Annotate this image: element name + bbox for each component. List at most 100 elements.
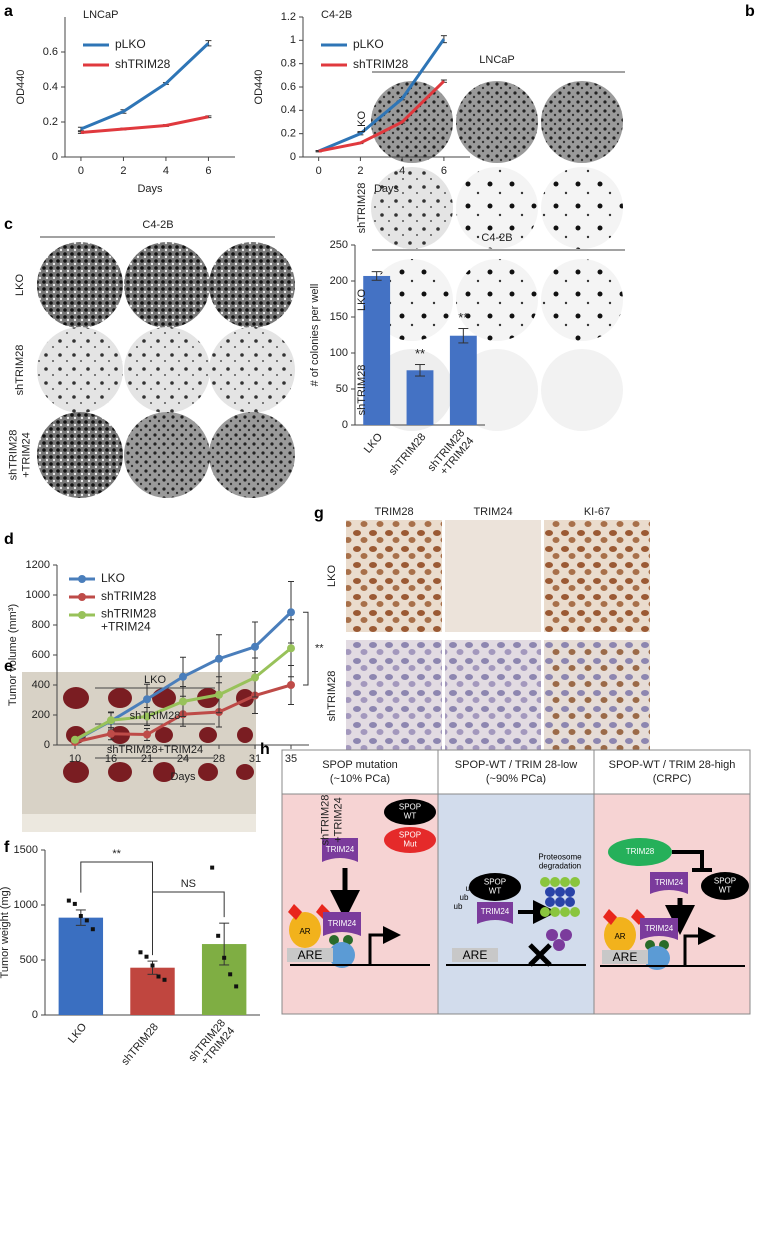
- y-tick-label: 600: [32, 649, 50, 661]
- chart-title: C4-2B: [321, 9, 352, 21]
- series-line: [80, 115, 209, 134]
- diagram-label: ub: [466, 884, 475, 893]
- y-tick-label: 0: [32, 1009, 38, 1021]
- y-tick-label: 0: [52, 151, 58, 163]
- diagram-label: ub: [454, 902, 463, 911]
- row-label: shTRIM28+TRIM24: [319, 795, 344, 846]
- x-tick-label: 24: [177, 753, 189, 765]
- point: [143, 712, 151, 721]
- y-axis-label: OD440: [15, 70, 27, 105]
- x-tick-label: 4: [399, 165, 405, 177]
- data-point: [84, 918, 89, 923]
- diagram-label: ARE: [463, 948, 488, 962]
- group-label: shTRIM28: [130, 710, 181, 722]
- y-tick-label: 1200: [26, 559, 50, 571]
- data-point: [138, 950, 143, 955]
- y-tick-label: 400: [32, 679, 50, 691]
- y-tick-label: 1000: [14, 899, 38, 911]
- bar: [449, 335, 477, 425]
- diagram-label: ARE: [298, 948, 323, 962]
- diagram-label: TRIM28: [626, 847, 655, 856]
- point: [107, 716, 115, 725]
- y-tick-label: 0: [290, 151, 296, 163]
- x-tick-label: shTRIM28: [119, 1021, 161, 1068]
- y-tick-label: 0.8: [281, 58, 296, 70]
- y-tick-label: 0.2: [281, 128, 296, 140]
- x-tick-label: 35: [285, 753, 297, 765]
- y-tick-label: 0.6: [43, 46, 58, 58]
- x-tick-label: LKO: [66, 1021, 90, 1046]
- y-tick-label: 1.2: [281, 11, 296, 23]
- diagram-label: SPOP WT: [484, 878, 506, 896]
- group-title: C4-2B: [481, 232, 512, 244]
- x-tick-label: 10: [69, 753, 81, 765]
- data-point: [72, 901, 77, 906]
- x-tick-label: 2: [357, 165, 363, 177]
- point: [251, 673, 259, 682]
- point: [287, 644, 295, 653]
- data-point: [78, 914, 83, 918]
- x-tick-label: 0: [78, 165, 84, 177]
- series-line: [80, 42, 210, 131]
- x-tick-label: 4: [163, 165, 169, 177]
- diagram-label: AR: [614, 932, 625, 941]
- y-tick-label: 800: [32, 619, 50, 631]
- data-point: [150, 963, 155, 968]
- row-label: LKO: [326, 565, 338, 587]
- bar: [58, 917, 104, 1015]
- y-tick-label: 0.4: [43, 81, 58, 93]
- diagram-label: Proteosome degradation: [538, 853, 582, 871]
- point: [287, 681, 295, 689]
- panel-letter: d: [4, 531, 14, 548]
- row-label: LKO: [356, 289, 368, 311]
- column-header: SPOP mutation (~10% PCa): [322, 759, 398, 785]
- y-tick-label: 200: [32, 709, 50, 721]
- data-point: [216, 933, 221, 938]
- legend-label: shTRIM28: [115, 57, 171, 71]
- y-axis-label: OD440: [253, 70, 265, 105]
- x-tick-label: 16: [105, 753, 117, 765]
- series-line: [318, 80, 445, 153]
- x-tick-label: LKO: [362, 431, 386, 456]
- point: [215, 654, 223, 663]
- data-point: [228, 972, 233, 977]
- annotation: **: [112, 848, 121, 860]
- point: [287, 608, 295, 617]
- y-tick-label: 200: [330, 275, 348, 287]
- column-header: SPOP-WT / TRIM 28-high (CRPC): [609, 759, 736, 785]
- chart-title: LNCaP: [83, 9, 118, 21]
- panel-letter: g: [314, 505, 324, 522]
- column-label: TRIM28: [374, 506, 413, 518]
- y-tick-label: 250: [330, 239, 348, 251]
- x-tick-label: 28: [213, 753, 225, 765]
- annotation: NS: [181, 878, 196, 890]
- y-tick-label: 150: [330, 311, 348, 323]
- x-axis-label: Days: [137, 183, 163, 195]
- legend-label: shTRIM28: [353, 57, 409, 71]
- row-label: shTRIM28: [14, 345, 26, 396]
- y-tick-label: 0: [342, 419, 348, 431]
- diagram-label: SPOP WT: [399, 803, 421, 821]
- y-tick-label: 1500: [14, 844, 38, 856]
- y-tick-label: 1: [290, 34, 296, 46]
- x-axis-label: Days: [170, 771, 196, 783]
- group-title: LNCaP: [479, 54, 514, 66]
- diagram-label: ARE: [613, 950, 638, 964]
- y-axis-label: Tumor weight (mg): [0, 887, 11, 979]
- y-tick-label: 0: [44, 739, 50, 751]
- point: [71, 735, 79, 744]
- panel-letter: f: [4, 839, 10, 856]
- y-tick-label: 100: [330, 347, 348, 359]
- data-point: [90, 927, 95, 932]
- point: [143, 695, 151, 704]
- panel-letter: h: [260, 741, 270, 758]
- diagram-label: TRIM24: [481, 907, 510, 916]
- point: [143, 730, 151, 739]
- point: [107, 729, 115, 738]
- x-tick-label: 2: [120, 165, 126, 177]
- x-tick-label: shTRIM28+TRIM24: [425, 427, 476, 481]
- bracket: [303, 611, 309, 686]
- data-point: [210, 865, 215, 870]
- x-tick-label: shTRIM28: [387, 431, 429, 478]
